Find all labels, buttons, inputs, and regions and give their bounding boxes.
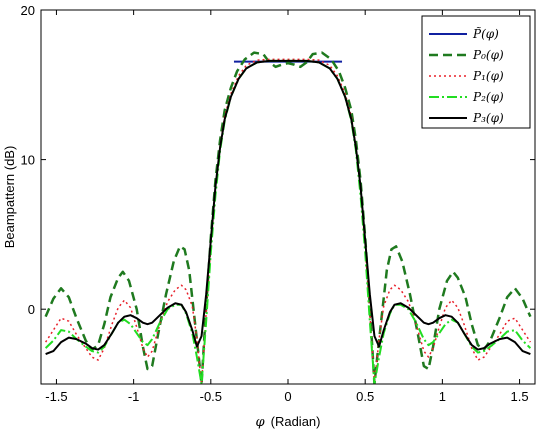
x-tick-label: 0.5	[356, 389, 374, 404]
x-tick-label: -0.5	[200, 389, 222, 404]
x-tick-label: 0	[284, 389, 291, 404]
legend-label-3: P₂(φ)	[472, 90, 504, 104]
y-tick-label: 0	[28, 302, 35, 317]
series-layer	[44, 51, 532, 384]
x-tick-label: -1.5	[45, 389, 67, 404]
y-tick-label: 10	[21, 153, 35, 168]
series-line-1	[44, 51, 532, 384]
x-axis-label: φ (Radian)	[256, 414, 321, 430]
x-tick-label: 1	[439, 389, 446, 404]
axis-label-layer: φ (Radian) Beampattern (dB)	[2, 146, 320, 430]
x-tick-label: 1.5	[511, 389, 529, 404]
legend-label-1: P₀(φ)	[472, 48, 504, 62]
series-line-2	[44, 58, 532, 384]
y-axis-label: Beampattern (dB)	[2, 146, 17, 249]
legend: P̃(φ) P₀(φ) P₁(φ) P₂(φ) P₃(φ)	[421, 15, 531, 129]
series-line-4	[45, 59, 531, 356]
tick-layer: -1.5 -1 -0.5 0 0.5 1 1.5 0 10 20	[21, 3, 535, 404]
legend-label-2: P₁(φ)	[472, 69, 504, 83]
legend-label-0: P̃(φ)	[472, 26, 499, 41]
x-tick-label: -1	[128, 389, 140, 404]
y-tick-label: 20	[21, 3, 35, 18]
legend-label-4: P₃(φ)	[472, 111, 504, 125]
